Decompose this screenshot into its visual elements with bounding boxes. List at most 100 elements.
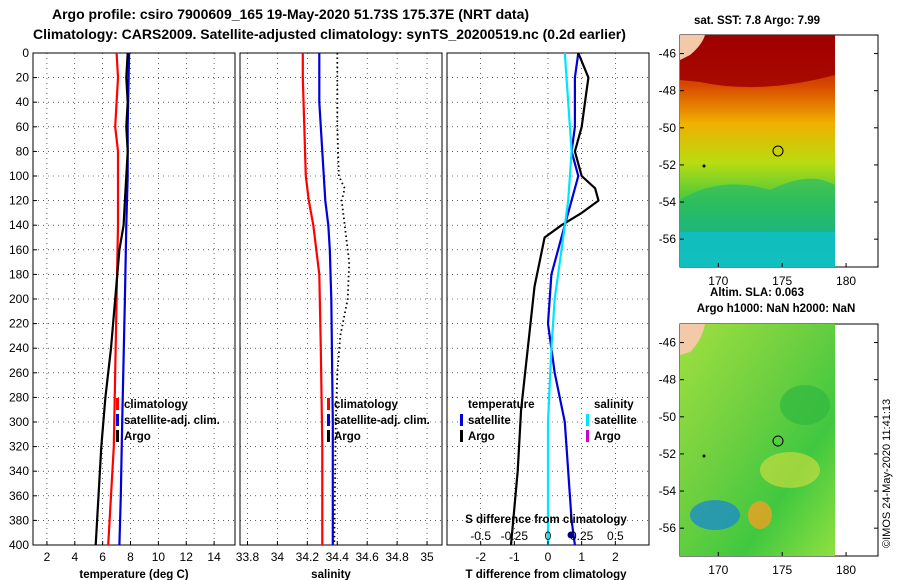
x-tick-label: 8 xyxy=(127,550,134,564)
imos-watermark: ©IMOS 24-May-2020 11:41:13 xyxy=(881,399,893,548)
map-y-tick-label: -46 xyxy=(659,336,677,350)
y-tick-label: 20 xyxy=(16,71,30,85)
x-tick-label: 33.8 xyxy=(236,550,260,564)
sla-map-y-ticks: -46 -48 -50 -52 -54 -56 xyxy=(659,336,878,535)
y-tick-label: 160 xyxy=(9,243,29,257)
point-marker xyxy=(702,164,706,168)
map-x-tick-label: 170 xyxy=(708,274,728,288)
map-y-tick-label: -48 xyxy=(659,84,677,98)
sst-warm-band xyxy=(680,35,835,88)
sla-map-title: Altim. SLA: 0.063 xyxy=(710,287,804,299)
map-y-tick-label: -48 xyxy=(659,373,677,387)
y-tick-label: 360 xyxy=(9,489,29,503)
map-y-tick-label: -52 xyxy=(659,158,677,172)
y-tick-label: 40 xyxy=(16,95,30,109)
x-tick-label: 34 xyxy=(271,550,285,564)
temperature-xlabel: temperature (deg C) xyxy=(79,569,188,580)
y-tick-label: 380 xyxy=(9,513,29,527)
legend-climatology: climatology xyxy=(124,399,189,411)
temperature-panel: 0 20 40 60 80 100 120 140 160 180 200 220 240 260 280 3… xyxy=(9,46,236,580)
legend-satellite: satellite-adj. clim. xyxy=(124,415,220,427)
temperature-lines xyxy=(94,52,131,546)
legend-swatch-s-argo xyxy=(586,430,589,442)
page-subtitle: Climatology: CARS2009. Satellite-adjuste… xyxy=(33,26,626,42)
x-tick-label: 34.6 xyxy=(356,550,380,564)
legend-swatch-satellite xyxy=(327,414,330,426)
series-line-s-satellite xyxy=(546,52,573,545)
page-title: Argo profile: csiro 7900609_165 19-May-2… xyxy=(52,6,530,22)
y-tick-label: 180 xyxy=(9,267,29,281)
sst-coldest-band xyxy=(680,232,835,267)
legend-t-argo: Argo xyxy=(468,431,495,443)
difference-s-ticks: -0.5 -0.25 0 0.25 0.5 xyxy=(470,529,624,543)
sla-map: Altim. SLA: 0.063 Argo h1000: NaN h2000:… xyxy=(659,287,879,577)
legend-swatch-argo xyxy=(116,430,119,442)
s-tick-label: 0.25 xyxy=(570,529,594,543)
map-y-tick-label: -56 xyxy=(659,232,677,246)
y-tick-label: 400 xyxy=(9,538,29,552)
s-tick-label: -0.25 xyxy=(501,529,529,543)
legend-swatch-s-satellite xyxy=(586,414,589,426)
difference-panel: -2 -1 0 1 2 -0.5 -0.25 0 0.25 0.5 S difference f… xyxy=(446,52,650,580)
x-tick-label: 10 xyxy=(152,550,166,564)
sst-map-x-ticks: 170 175 180 xyxy=(708,263,856,288)
sla-blue-patch xyxy=(690,500,740,530)
y-tick-label: 80 xyxy=(16,144,30,158)
point-marker xyxy=(702,454,706,458)
y-tick-label: 120 xyxy=(9,194,29,208)
series-line-t-argo xyxy=(509,52,600,546)
legend-swatch-t-argo xyxy=(460,430,463,442)
legend-t-satellite: satellite xyxy=(468,415,511,427)
temperature-grid xyxy=(33,53,235,545)
sst-map-title: sat. SST: 7.8 Argo: 7.99 xyxy=(694,15,820,27)
s-difference-label: S difference from climatology xyxy=(465,514,627,526)
map-x-tick-label: 180 xyxy=(836,563,856,577)
argo-location-marker xyxy=(772,435,784,447)
y-tick-label: 200 xyxy=(9,292,29,306)
map-y-tick-label: -54 xyxy=(659,195,677,209)
salinity-lines xyxy=(301,53,351,546)
salinity-x-ticks: 33.8 34 34.2 34.4 34.6 34.8 35 xyxy=(236,541,434,564)
sst-map-y-ticks: -46 -48 -50 -52 -54 -56 xyxy=(659,47,878,246)
series-line-satellite-adj-clim- xyxy=(318,53,334,545)
salinity-legend: climatology satellite-adj. clim. Argo xyxy=(327,398,430,443)
x-tick-label: -1 xyxy=(509,550,520,564)
legend-argo: Argo xyxy=(334,431,361,443)
y-tick-label: 260 xyxy=(9,366,29,380)
legend-climatology: climatology xyxy=(334,399,399,411)
salinity-panel: 33.8 34 34.2 34.4 34.6 34.8 35 salinity climat… xyxy=(236,52,443,580)
legend-temperature-header: temperature xyxy=(468,399,534,411)
legend-swatch-satellite xyxy=(116,414,119,426)
legend-swatch-climatology xyxy=(327,398,330,410)
map-x-tick-label: 175 xyxy=(772,274,792,288)
map-x-tick-label: 175 xyxy=(772,563,792,577)
y-tick-label: 220 xyxy=(9,317,29,331)
y-tick-label: 280 xyxy=(9,390,29,404)
legend-swatch-t-satellite xyxy=(460,414,463,426)
land-mass xyxy=(680,35,705,60)
salinity-grid xyxy=(240,53,442,545)
map-y-tick-label: -50 xyxy=(659,121,677,135)
sla-green-patch xyxy=(780,385,830,425)
y-tick-label: 140 xyxy=(9,218,29,232)
x-tick-label: 2 xyxy=(612,550,619,564)
s-tick-label: -0.5 xyxy=(470,529,491,543)
x-tick-label: 12 xyxy=(180,550,194,564)
map-y-tick-label: -46 xyxy=(659,47,677,61)
x-tick-label: 0 xyxy=(545,550,552,564)
series-line-t-satellite xyxy=(546,52,580,546)
s-tick-label: 0.5 xyxy=(607,529,624,543)
legend-s-argo: Argo xyxy=(594,431,621,443)
argo-s-marker xyxy=(567,531,575,539)
x-tick-label: -2 xyxy=(475,550,486,564)
difference-x-ticks: -2 -1 0 1 2 xyxy=(475,541,619,564)
sla-orange-patch xyxy=(748,501,772,529)
sla-map-x-ticks: 170 175 180 xyxy=(708,552,856,577)
temperature-x-ticks: 2 4 6 8 10 12 14 xyxy=(44,541,221,564)
map-x-tick-label: 170 xyxy=(708,563,728,577)
y-tick-label: 320 xyxy=(9,440,29,454)
series-line-argo xyxy=(94,52,129,546)
series-line-climatology xyxy=(301,53,324,545)
difference-lines xyxy=(509,52,600,546)
